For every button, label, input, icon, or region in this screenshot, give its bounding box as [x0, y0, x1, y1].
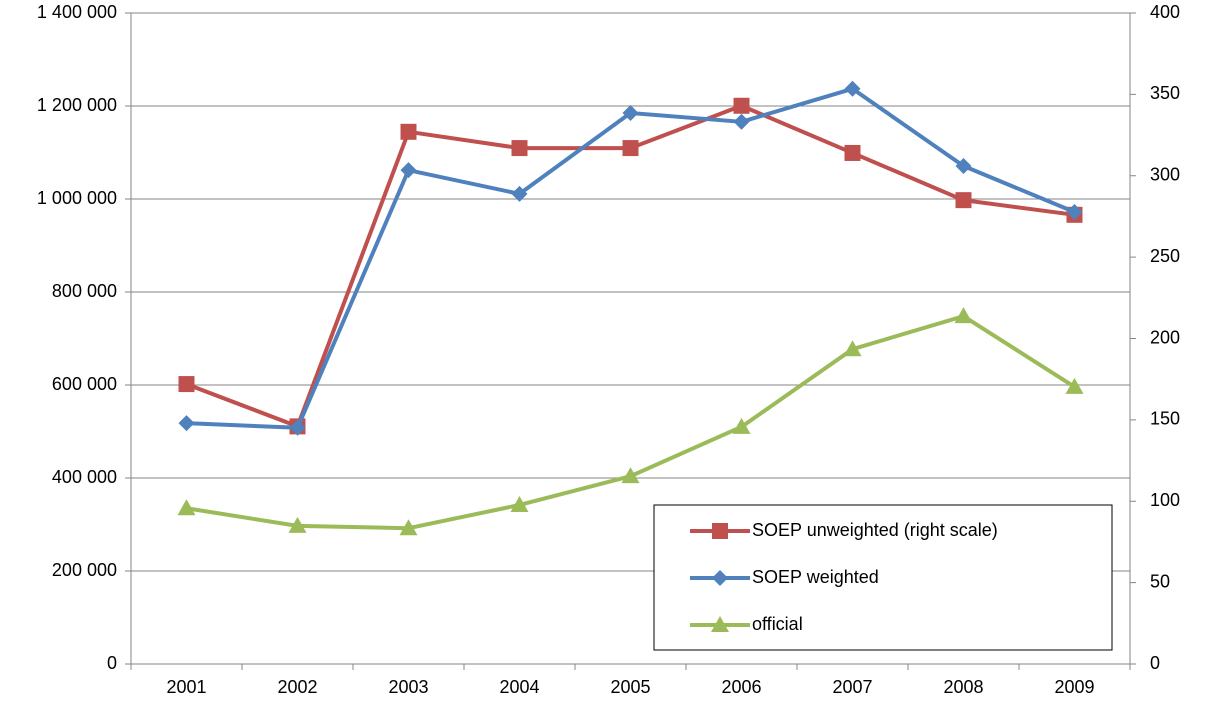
- y-tick-label: 400 000: [52, 467, 117, 487]
- x-tick-label: 2006: [721, 677, 761, 697]
- x-tick-label: 2001: [166, 677, 206, 697]
- marker: [511, 185, 528, 202]
- series-line: [186, 86, 1076, 430]
- marker: [844, 144, 861, 161]
- x-tick-label: 2008: [943, 677, 983, 697]
- marker: [954, 307, 973, 324]
- marker: [733, 113, 750, 130]
- marker: [288, 516, 307, 533]
- marker: [400, 123, 417, 140]
- marker: [510, 495, 529, 512]
- marker: [511, 140, 528, 157]
- y2-tick-label: 100: [1150, 490, 1180, 510]
- x-tick-label: 2004: [499, 677, 539, 697]
- marker: [711, 616, 729, 632]
- y2-tick-label: 250: [1150, 246, 1180, 266]
- marker: [289, 419, 306, 436]
- y2-tick-label: 400: [1150, 2, 1180, 22]
- legend-label: SOEP weighted: [752, 567, 879, 587]
- marker: [399, 519, 418, 536]
- y2-tick-label: 50: [1150, 571, 1170, 591]
- y-tick-label: 200 000: [52, 560, 117, 580]
- marker: [733, 97, 750, 114]
- legend-label: official: [752, 614, 803, 634]
- marker: [1066, 204, 1083, 221]
- y-tick-label: 1 400 000: [37, 2, 117, 22]
- y-tick-label: 1 000 000: [37, 188, 117, 208]
- legend-label: SOEP unweighted (right scale): [752, 520, 998, 540]
- x-tick-label: 2009: [1054, 677, 1094, 697]
- marker: [712, 570, 728, 586]
- x-tick-label: 2007: [832, 677, 872, 697]
- y2-tick-label: 300: [1150, 165, 1180, 185]
- x-tick-label: 2002: [277, 677, 317, 697]
- marker: [732, 417, 751, 434]
- series: [177, 307, 1084, 536]
- marker: [621, 467, 640, 484]
- marker: [178, 376, 195, 393]
- marker: [177, 499, 196, 516]
- y2-tick-label: 150: [1150, 409, 1180, 429]
- y-tick-label: 800 000: [52, 281, 117, 301]
- marker: [622, 104, 639, 121]
- marker: [178, 415, 195, 432]
- marker: [955, 157, 972, 174]
- x-tick-label: 2003: [388, 677, 428, 697]
- y-tick-label: 600 000: [52, 374, 117, 394]
- marker: [844, 80, 861, 97]
- marker: [622, 140, 639, 157]
- series: [178, 97, 1083, 435]
- series-line: [186, 314, 1076, 531]
- y-tick-label: 0: [107, 653, 117, 673]
- y-tick-label: 1 200 000: [37, 95, 117, 115]
- marker: [955, 192, 972, 209]
- marker: [843, 340, 862, 357]
- y2-tick-label: 0: [1150, 653, 1160, 673]
- series: [178, 80, 1083, 436]
- x-tick-label: 2005: [610, 677, 650, 697]
- marker: [400, 162, 417, 179]
- marker: [1065, 377, 1084, 394]
- marker: [712, 523, 728, 539]
- y2-tick-label: 200: [1150, 327, 1180, 347]
- y2-tick-label: 350: [1150, 83, 1180, 103]
